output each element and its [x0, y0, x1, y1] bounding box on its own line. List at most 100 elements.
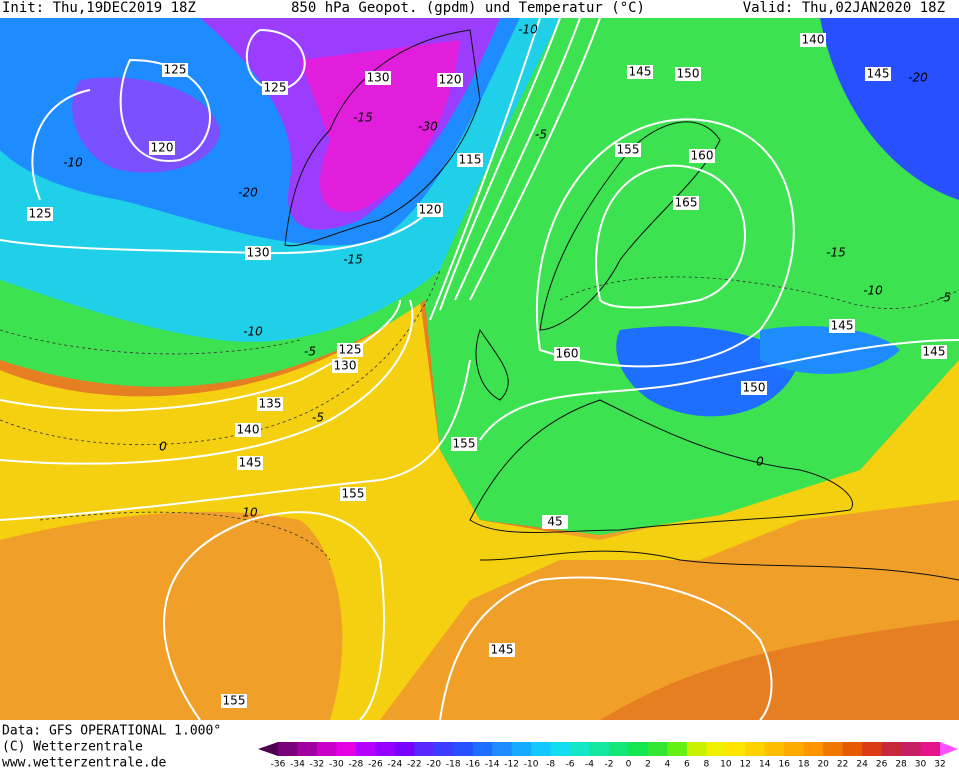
legend-tick-label: -26 — [368, 760, 383, 770]
geopotential-label: 45 — [547, 515, 562, 529]
geopotential-label: 155 — [223, 694, 246, 708]
temperature-label: -5 — [939, 291, 951, 305]
label-box — [332, 359, 358, 373]
legend-swatch — [842, 742, 863, 756]
legend-tick-label: -12 — [504, 760, 519, 770]
geopotential-label: 160 — [556, 347, 579, 361]
init-time: Init: Thu,19DEC2019 18Z — [2, 0, 196, 16]
temperature-label: 10 — [242, 506, 258, 520]
geopotential-label: 125 — [164, 63, 187, 77]
legend-tick-label: 16 — [779, 760, 791, 770]
temperature-label: -10 — [863, 284, 883, 298]
legend-swatch — [862, 742, 883, 756]
geopotential-label: 130 — [367, 71, 390, 85]
geopotential-label: 150 — [743, 381, 766, 395]
legend-tick-label: 0 — [626, 760, 632, 770]
geopotential-label: 140 — [237, 423, 260, 437]
label-box — [149, 141, 175, 155]
label-box — [417, 203, 443, 217]
temperature-label: -5 — [312, 411, 324, 425]
legend-swatch — [297, 742, 318, 756]
label-box — [741, 381, 767, 395]
geopotential-label: 115 — [459, 153, 482, 167]
legend-tick-label: 2 — [645, 760, 651, 770]
coastlines — [284, 29, 959, 581]
label-box — [675, 67, 701, 81]
temperature-label: -10 — [63, 156, 83, 170]
legend-tick-label: -20 — [426, 760, 441, 770]
legend-tick-label: -8 — [546, 760, 555, 770]
legend-tick-label: -34 — [290, 760, 305, 770]
label-box — [262, 81, 288, 95]
label-box — [489, 643, 515, 657]
legend-swatch — [531, 742, 552, 756]
legend-tick-label: 22 — [837, 760, 848, 770]
label-box — [451, 437, 477, 451]
label-box — [162, 63, 188, 77]
label-box — [627, 65, 653, 79]
geopotential-label: 145 — [629, 65, 652, 79]
legend-tick-label: -6 — [566, 760, 575, 770]
geopotential-label: 145 — [239, 456, 262, 470]
geopotential-label: 145 — [867, 67, 890, 81]
legend-tick-label: 20 — [817, 760, 829, 770]
legend-swatch — [667, 742, 688, 756]
legend-tick-label: -32 — [310, 760, 325, 770]
legend-swatch — [511, 742, 532, 756]
temperature-labels: -10 -20 -15 -10 -5 0 -5 10 -5 -30 -15 -20 -10 -15 -5 0 -… — [63, 23, 951, 520]
legend-tick-label: 26 — [876, 760, 888, 770]
color-legend: -36 -34 -32 -30 -28 -26 -24 -22 -20 -18 -16 -14 -12-… — [258, 742, 958, 770]
geopotential-label: 160 — [691, 149, 714, 163]
temperature-label: -10 — [518, 23, 538, 37]
label-box — [554, 347, 580, 361]
temperature-label: -5 — [304, 345, 316, 359]
label-box — [829, 319, 855, 333]
label-box — [689, 149, 715, 163]
temperature-label: -15 — [826, 246, 846, 260]
geopotential-label: 145 — [491, 643, 514, 657]
geopotential-labels: 125 125 130 120 120 125 130 120 115 145 150 140 145 1… — [27, 33, 947, 708]
legend-swatch — [355, 742, 376, 756]
legend-swatch — [784, 742, 805, 756]
geopotential-label: 155 — [617, 143, 640, 157]
geopotential-label: 155 — [342, 487, 365, 501]
geopotential-label: 130 — [247, 246, 270, 260]
legend-swatch — [725, 742, 746, 756]
label-box — [340, 487, 366, 501]
legend-tick-label: 28 — [895, 760, 907, 770]
label-box — [237, 456, 263, 470]
legend-tick-label: 30 — [915, 760, 927, 770]
geopotential-label: 155 — [453, 437, 476, 451]
legend-tick-label: -16 — [465, 760, 480, 770]
legend-swatch — [764, 742, 785, 756]
geopotential-label: 125 — [339, 343, 362, 357]
geopotential-label: 125 — [264, 81, 287, 95]
legend-tick-label: 12 — [740, 760, 751, 770]
label-box — [800, 33, 826, 47]
legend-tick-label: -18 — [446, 760, 461, 770]
geopotential-label: 165 — [675, 196, 698, 210]
temperature-label: 0 — [159, 440, 167, 454]
legend-tick-label: 6 — [684, 760, 690, 770]
temperature-label: 0 — [756, 455, 764, 469]
map-fields — [0, 18, 959, 720]
legend-tick-label: 14 — [759, 760, 771, 770]
legend-swatch — [823, 742, 844, 756]
legend-swatch — [336, 742, 357, 756]
legend-swatch — [589, 742, 610, 756]
legend-swatch — [414, 742, 435, 756]
data-source: Data: GFS OPERATIONAL 1.000° — [2, 724, 221, 739]
valid-time: Valid: Thu,02JAN2020 18Z — [743, 0, 945, 16]
geopotential-label: 145 — [923, 345, 946, 359]
temperature-label: -5 — [535, 128, 547, 142]
legend-swatch — [550, 742, 571, 756]
legend-tick-label: -14 — [485, 760, 500, 770]
legend-swatch — [570, 742, 591, 756]
label-box — [257, 397, 283, 411]
temperature-label: -10 — [243, 325, 263, 339]
label-box — [365, 71, 391, 85]
legend-swatch — [433, 742, 454, 756]
geopotential-label: 120 — [151, 141, 174, 155]
geopotential-label: 125 — [29, 207, 52, 221]
